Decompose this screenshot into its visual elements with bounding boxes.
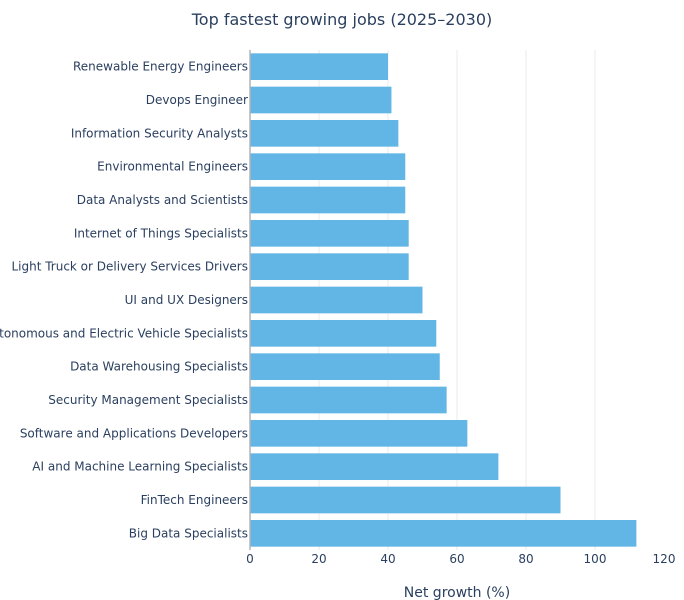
category-label: Environmental Engineers	[97, 160, 248, 174]
x-tick-labels: 0 20 40 60 80 100 120	[246, 552, 675, 566]
category-label: Devops Engineer	[146, 93, 248, 107]
bar	[250, 520, 637, 547]
category-labels: Renewable Energy Engineers Devops Enginee…	[0, 60, 248, 541]
category-label: Autonomous and Electric Vehicle Speciali…	[0, 326, 248, 340]
category-label: Data Warehousing Specialists	[70, 360, 248, 374]
bars	[250, 53, 637, 547]
bar	[250, 153, 406, 180]
category-label: UI and UX Designers	[125, 293, 248, 307]
bar	[250, 453, 499, 480]
bar	[250, 220, 409, 247]
chart-title: Top fastest growing jobs (2025–2030)	[191, 10, 493, 29]
category-label: Data Analysts and Scientists	[77, 193, 248, 207]
bar	[250, 486, 561, 514]
x-axis-title: Net growth (%)	[404, 585, 510, 600]
x-tick-label: 0	[246, 552, 254, 566]
x-tick-label: 80	[518, 552, 533, 566]
x-tick-label: 20	[311, 552, 326, 566]
bar	[250, 386, 447, 414]
category-label: Internet of Things Specialists	[74, 226, 248, 240]
category-label: Security Management Specialists	[48, 393, 248, 407]
bar	[250, 286, 423, 314]
bar	[250, 253, 409, 280]
bar	[250, 420, 468, 447]
bar	[250, 120, 399, 147]
category-label: Information Security Analysts	[71, 126, 248, 140]
x-tick-label: 120	[653, 552, 676, 566]
category-label: Big Data Specialists	[129, 526, 248, 540]
x-tick-label: 60	[449, 552, 464, 566]
x-tick-label: 100	[584, 552, 607, 566]
category-label: Renewable Energy Engineers	[73, 60, 248, 74]
bar	[250, 186, 406, 214]
bar	[250, 86, 392, 114]
category-label: Light Truck or Delivery Services Drivers	[11, 260, 248, 274]
category-label: AI and Machine Learning Specialists	[32, 460, 248, 474]
bar	[250, 353, 440, 380]
category-label: Software and Applications Developers	[20, 426, 248, 440]
bar	[250, 320, 437, 347]
bar	[250, 53, 388, 80]
category-label: FinTech Engineers	[141, 493, 248, 507]
x-tick-label: 40	[380, 552, 395, 566]
